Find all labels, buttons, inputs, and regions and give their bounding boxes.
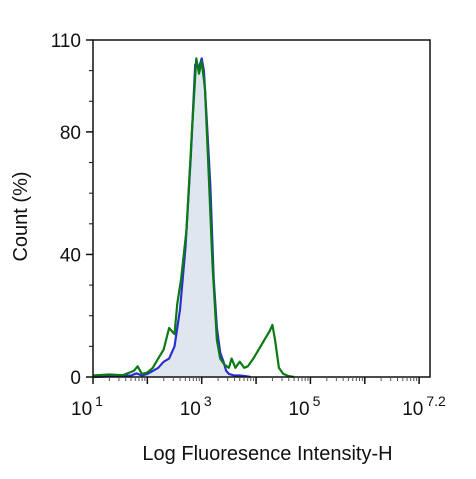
x-axis-title: Log Fluoresence Intensity-H <box>142 443 392 465</box>
y-tick-label: 80 <box>60 123 81 144</box>
x-tick-label: 10 5 <box>288 393 320 420</box>
plot-area <box>92 57 295 379</box>
histogram-series-line <box>92 57 295 379</box>
y-tick-label: 110 <box>51 31 81 52</box>
plot-frame <box>92 39 431 378</box>
x-tick-label: 10 3 <box>180 393 212 420</box>
axes: 0 40 80 110 10 1 10 3 10 5 10 7.2 <box>51 31 446 420</box>
x-tick-label: 10 7.2 <box>402 393 446 420</box>
y-axis-title: Count (%) <box>10 171 32 261</box>
histogram-fill <box>93 58 251 378</box>
histogram-series-line <box>92 57 251 379</box>
y-tick-label: 40 <box>60 245 81 266</box>
x-tick-label: 10 1 <box>71 393 103 420</box>
y-tick-label: 0 <box>70 368 81 389</box>
